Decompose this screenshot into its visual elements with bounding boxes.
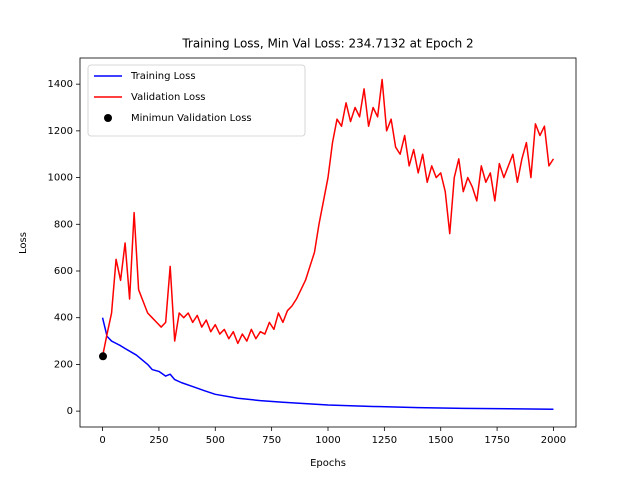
- y-tick-label: 600: [54, 266, 73, 277]
- x-tick-label: 2000: [541, 435, 566, 446]
- chart-title: Training Loss, Min Val Loss: 234.7132 at…: [181, 37, 473, 51]
- legend-box: [87, 64, 306, 137]
- y-axis-label: Loss: [18, 232, 29, 254]
- x-tick-label: 500: [206, 435, 225, 446]
- y-tick-label: 1400: [48, 79, 73, 90]
- y-tick-label: 0: [67, 406, 73, 417]
- y-tick-label: 800: [54, 219, 73, 230]
- scatter-point: [98, 352, 107, 361]
- legend-label: Validation Loss: [131, 92, 206, 103]
- y-tick-label: 1200: [48, 126, 73, 137]
- legend-label: Training Loss: [130, 71, 196, 82]
- x-tick-label: 1000: [315, 435, 340, 446]
- legend-marker: [104, 114, 112, 122]
- y-tick-label: 1000: [48, 173, 73, 184]
- x-axis-label: Epochs: [310, 458, 346, 469]
- x-tick-label: 0: [99, 435, 105, 446]
- y-tick-label: 400: [54, 313, 73, 324]
- y-tick-label: 200: [54, 359, 73, 370]
- x-tick-label: 1750: [484, 435, 509, 446]
- x-tick-label: 1500: [428, 435, 453, 446]
- x-tick-label: 750: [262, 435, 281, 446]
- series-line: [101, 317, 554, 411]
- legend-label: Minimun Validation Loss: [131, 113, 252, 124]
- x-tick-label: 250: [149, 435, 168, 446]
- x-tick-label: 1250: [372, 435, 397, 446]
- series-line: [101, 78, 555, 357]
- plot-frame: [79, 57, 577, 428]
